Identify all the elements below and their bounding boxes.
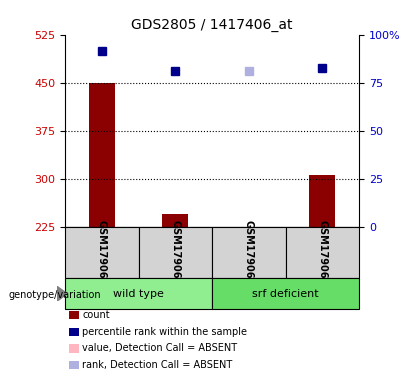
Text: rank, Detection Call = ABSENT: rank, Detection Call = ABSENT <box>82 360 233 370</box>
Bar <box>310 175 335 227</box>
Text: wild type: wild type <box>113 289 164 299</box>
Text: count: count <box>82 310 110 320</box>
Text: GSM179066: GSM179066 <box>171 220 180 285</box>
Bar <box>65 278 212 309</box>
Text: GSM179064: GSM179064 <box>97 220 107 285</box>
Bar <box>212 278 359 309</box>
Text: srf deficient: srf deficient <box>252 289 319 299</box>
Bar <box>163 214 188 227</box>
Text: value, Detection Call = ABSENT: value, Detection Call = ABSENT <box>82 343 237 353</box>
Bar <box>286 227 359 278</box>
Bar <box>139 227 212 278</box>
Text: percentile rank within the sample: percentile rank within the sample <box>82 327 247 337</box>
Bar <box>89 83 115 227</box>
Polygon shape <box>57 286 67 301</box>
Bar <box>212 227 286 278</box>
Text: GSM179067: GSM179067 <box>318 220 327 285</box>
Bar <box>65 227 139 278</box>
Title: GDS2805 / 1417406_at: GDS2805 / 1417406_at <box>131 18 293 32</box>
Text: genotype/variation: genotype/variation <box>8 290 101 300</box>
Text: GSM179065: GSM179065 <box>244 220 254 285</box>
